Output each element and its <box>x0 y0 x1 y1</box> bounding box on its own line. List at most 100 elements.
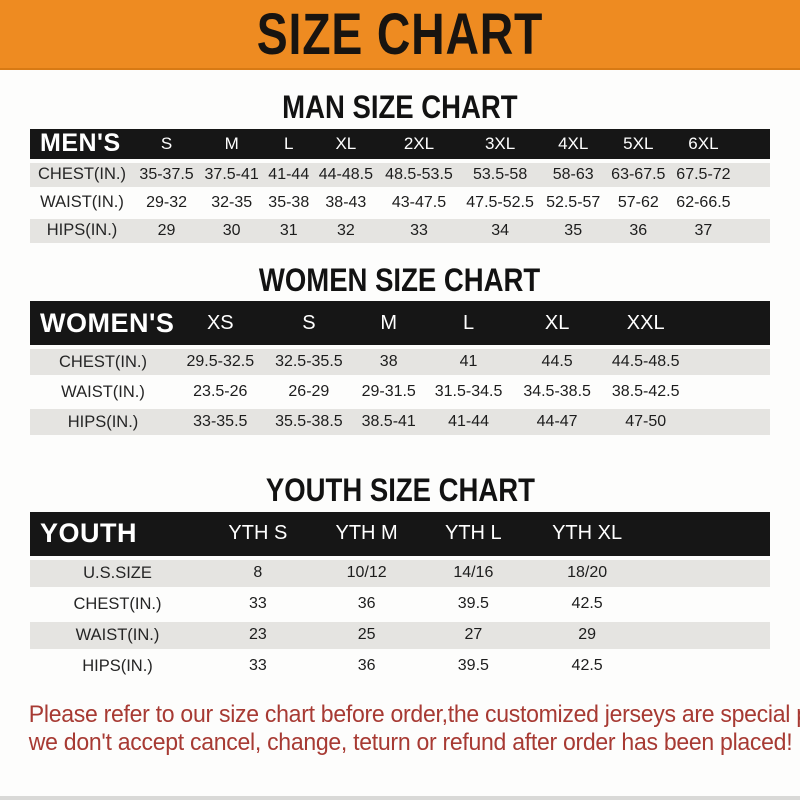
measurement-cell: 33 <box>378 218 460 243</box>
measurement-cell: 29 <box>524 621 650 649</box>
row-spacer <box>650 559 770 587</box>
table-header-row: MEN'S S M L XL 2XL 3XL 4XL 5XL 6XL <box>30 128 770 159</box>
measurement-cell: 27 <box>422 621 525 649</box>
measurement-cell: 57-62 <box>605 190 671 215</box>
measurement-cell: 37.5-41 <box>199 162 265 187</box>
disclaimer-line-1: Please refer to our size chart before or… <box>28 700 800 728</box>
measurement-cell: 62-66.5 <box>670 190 736 215</box>
size-column-header: 5XL <box>605 128 671 159</box>
measurement-cell: 34.5-38.5 <box>512 379 602 406</box>
row-label: WAIST(IN.) <box>30 379 176 406</box>
measurement-cell: 29.5-32.5 <box>176 349 265 376</box>
measurement-cell: 48.5-53.5 <box>378 162 460 187</box>
measurement-cell: 10/12 <box>310 559 423 587</box>
table-row: WAIST(IN.) 23 25 27 29 <box>30 621 770 649</box>
measurement-cell: 32 <box>313 218 379 243</box>
measurement-cell: 36 <box>310 590 423 618</box>
row-label: CHEST(IN.) <box>30 590 205 618</box>
row-spacer <box>736 218 770 243</box>
header-spacer <box>650 511 770 556</box>
measurement-cell: 32.5-35.5 <box>264 349 354 376</box>
row-label: U.S.SIZE <box>30 559 205 587</box>
size-column-header: 2XL <box>378 128 460 159</box>
measurement-cell: 41-44 <box>264 162 314 187</box>
table-row: WAIST(IN.) 29-32 32-35 35-38 38-43 43-47.5 47.… <box>30 190 770 215</box>
table-title: MEN'S <box>30 128 134 159</box>
measurement-cell: 41-44 <box>424 409 513 436</box>
row-label: HIPS(IN.) <box>30 409 176 436</box>
size-column-header: 4XL <box>540 128 606 159</box>
measurement-cell: 47-50 <box>601 409 690 436</box>
measurement-cell: 42.5 <box>524 590 650 618</box>
measurement-cell: 41 <box>424 349 513 376</box>
measurement-cell: 47.5-52.5 <box>459 190 541 215</box>
row-label: HIPS(IN.) <box>30 652 205 680</box>
table-header-row: WOMEN'S XS S M L XL XXL <box>30 301 770 346</box>
measurement-cell: 44-47 <box>512 409 602 436</box>
size-chart-banner: SIZE CHART <box>0 0 800 70</box>
size-column-header: YTH XL <box>524 511 650 556</box>
size-column-header: S <box>264 301 354 346</box>
row-label: CHEST(IN.) <box>30 162 134 187</box>
measurement-cell: 26-29 <box>264 379 354 406</box>
measurement-cell: 44.5 <box>512 349 602 376</box>
row-label: CHEST(IN.) <box>30 349 176 376</box>
measurement-cell: 39.5 <box>422 652 525 680</box>
measurement-cell: 44.5-48.5 <box>601 349 690 376</box>
measurement-cell: 8 <box>205 559 311 587</box>
measurement-cell: 42.5 <box>524 652 650 680</box>
size-column-header: L <box>424 301 513 346</box>
size-column-header: XS <box>176 301 265 346</box>
row-spacer <box>650 652 770 680</box>
table-row: CHEST(IN.) 29.5-32.5 32.5-35.5 38 41 44.5 44.5… <box>30 349 770 376</box>
measurement-cell: 23 <box>205 621 311 649</box>
table-row: CHEST(IN.) 33 36 39.5 42.5 <box>30 590 770 618</box>
womens-size-table: WOMEN'S XS S M L XL XXL CHEST(IN.) 29.5-32.5 32.5… <box>30 297 770 439</box>
measurement-cell: 67.5-72 <box>670 162 736 187</box>
size-column-header: M <box>199 128 265 159</box>
measurement-cell: 38.5-42.5 <box>601 379 690 406</box>
row-spacer <box>690 409 770 436</box>
size-column-header: YTH L <box>422 511 525 556</box>
measurement-cell: 35-38 <box>264 190 314 215</box>
table-header-row: YOUTH YTH S YTH M YTH L YTH XL <box>30 511 770 556</box>
size-column-header: 3XL <box>459 128 541 159</box>
section-youth-size-chart: YOUTH SIZE CHART YOUTH YTH S YTH M YTH L YTH… <box>0 474 800 684</box>
measurement-cell: 33-35.5 <box>176 409 265 436</box>
measurement-cell: 38 <box>353 349 425 376</box>
measurement-cell: 58-63 <box>540 162 606 187</box>
measurement-cell: 29-32 <box>134 190 200 215</box>
table-row: WAIST(IN.) 23.5-26 26-29 29-31.5 31.5-34.5 34… <box>30 379 770 406</box>
measurement-cell: 29-31.5 <box>353 379 425 406</box>
measurement-cell: 44-48.5 <box>313 162 379 187</box>
size-column-header: XL <box>313 128 379 159</box>
disclaimer-line-2: we don't accept cancel, change, teturn o… <box>28 728 793 756</box>
size-column-header: 6XL <box>670 128 736 159</box>
section-women-size-chart: WOMEN SIZE CHART WOMEN'S XS S M L XL XXL CHEST(… <box>0 261 800 440</box>
table-row: U.S.SIZE 8 10/12 14/16 18/20 <box>30 559 770 587</box>
measurement-cell: 35 <box>540 218 606 243</box>
measurement-cell: 63-67.5 <box>605 162 671 187</box>
measurement-cell: 30 <box>199 218 265 243</box>
youth-size-table: YOUTH YTH S YTH M YTH L YTH XL U.S.SIZE 8 10/12… <box>30 508 770 684</box>
table-title: WOMEN'S <box>30 301 176 346</box>
youth-section-heading-text: YOUTH SIZE CHART <box>265 472 535 509</box>
measurement-cell: 36 <box>605 218 671 243</box>
size-column-header: XXL <box>601 301 690 346</box>
measurement-cell: 53.5-58 <box>459 162 541 187</box>
bottom-divider <box>0 796 800 800</box>
table-row: HIPS(IN.) 33-35.5 35.5-38.5 38.5-41 41-44 44-… <box>30 409 770 436</box>
women-section-heading-text: WOMEN SIZE CHART <box>259 261 541 298</box>
size-column-header: YTH M <box>310 511 423 556</box>
row-spacer <box>690 379 770 406</box>
measurement-cell: 33 <box>205 652 311 680</box>
youth-section-heading: YOUTH SIZE CHART <box>0 474 800 508</box>
size-column-header: L <box>264 128 314 159</box>
women-section-heading: WOMEN SIZE CHART <box>0 261 800 298</box>
size-column-header: YTH S <box>205 511 311 556</box>
size-column-header: M <box>353 301 425 346</box>
measurement-cell: 23.5-26 <box>176 379 265 406</box>
measurement-cell: 52.5-57 <box>540 190 606 215</box>
table-row: HIPS(IN.) 29 30 31 32 33 34 35 36 37 <box>30 218 770 243</box>
row-spacer <box>736 190 770 215</box>
